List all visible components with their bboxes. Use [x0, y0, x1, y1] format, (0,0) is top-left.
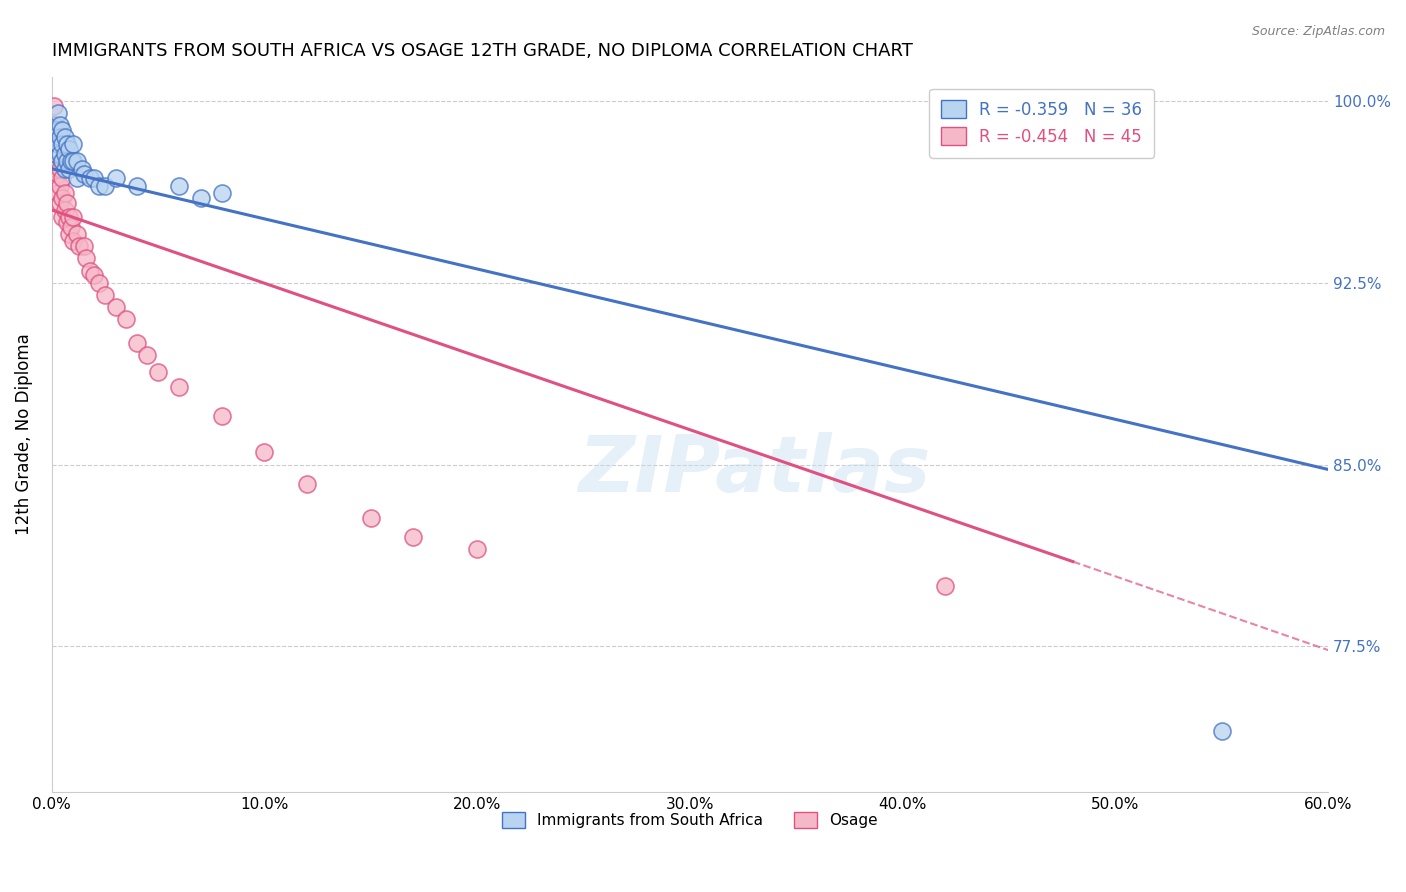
Point	[136, 349, 159, 363]
Point	[67, 239, 90, 253]
Text: Source: ZipAtlas.com: Source: ZipAtlas.com	[1251, 25, 1385, 38]
Point	[66, 171, 89, 186]
Point	[934, 579, 956, 593]
Point	[53, 186, 76, 200]
Point	[45, 130, 67, 145]
Point	[59, 154, 82, 169]
Point	[49, 130, 72, 145]
Point	[45, 123, 67, 137]
Point	[46, 186, 69, 200]
Y-axis label: 12th Grade, No Diploma: 12th Grade, No Diploma	[15, 334, 32, 535]
Legend: Immigrants from South Africa, Osage: Immigrants from South Africa, Osage	[496, 806, 884, 834]
Point	[53, 161, 76, 176]
Point	[58, 161, 80, 176]
Point	[146, 366, 169, 380]
Point	[79, 171, 101, 186]
Point	[125, 178, 148, 193]
Point	[211, 409, 233, 423]
Point	[46, 137, 69, 152]
Point	[73, 167, 96, 181]
Point	[51, 123, 73, 137]
Point	[45, 142, 67, 156]
Point	[465, 542, 488, 557]
Point	[58, 211, 80, 225]
Point	[46, 147, 69, 161]
Point	[51, 191, 73, 205]
Point	[51, 211, 73, 225]
Point	[360, 511, 382, 525]
Text: IMMIGRANTS FROM SOUTH AFRICA VS OSAGE 12TH GRADE, NO DIPLOMA CORRELATION CHART: IMMIGRANTS FROM SOUTH AFRICA VS OSAGE 12…	[52, 42, 912, 60]
Point	[49, 195, 72, 210]
Point	[42, 118, 65, 132]
Point	[75, 252, 97, 266]
Point	[62, 154, 84, 169]
Point	[53, 130, 76, 145]
Point	[49, 161, 72, 176]
Point	[45, 147, 67, 161]
Point	[253, 445, 276, 459]
Point	[46, 123, 69, 137]
Point	[94, 178, 117, 193]
Point	[79, 263, 101, 277]
Point	[62, 235, 84, 249]
Point	[55, 195, 77, 210]
Point	[51, 154, 73, 169]
Point	[51, 137, 73, 152]
Point	[83, 268, 105, 283]
Point	[42, 118, 65, 132]
Point	[51, 171, 73, 186]
Point	[73, 239, 96, 253]
Point	[66, 227, 89, 242]
Point	[53, 147, 76, 161]
Text: ZIPatlas: ZIPatlas	[578, 432, 929, 508]
Point	[55, 215, 77, 229]
Point	[402, 530, 425, 544]
Point	[62, 137, 84, 152]
Point	[53, 202, 76, 217]
Point	[125, 336, 148, 351]
Point	[42, 137, 65, 152]
Point	[70, 161, 93, 176]
Point	[59, 219, 82, 234]
Point	[190, 191, 212, 205]
Point	[1211, 724, 1233, 739]
Point	[45, 161, 67, 176]
Point	[46, 167, 69, 181]
Point	[115, 312, 138, 326]
Point	[55, 154, 77, 169]
Point	[62, 211, 84, 225]
Point	[66, 154, 89, 169]
Point	[169, 380, 191, 394]
Point	[104, 171, 127, 186]
Point	[83, 171, 105, 186]
Point	[55, 137, 77, 152]
Point	[42, 98, 65, 112]
Point	[295, 477, 318, 491]
Point	[87, 178, 110, 193]
Point	[169, 178, 191, 193]
Point	[104, 300, 127, 314]
Point	[49, 178, 72, 193]
Point	[58, 142, 80, 156]
Point	[49, 147, 72, 161]
Point	[87, 276, 110, 290]
Point	[94, 288, 117, 302]
Point	[46, 106, 69, 120]
Point	[49, 118, 72, 132]
Point	[211, 186, 233, 200]
Point	[58, 227, 80, 242]
